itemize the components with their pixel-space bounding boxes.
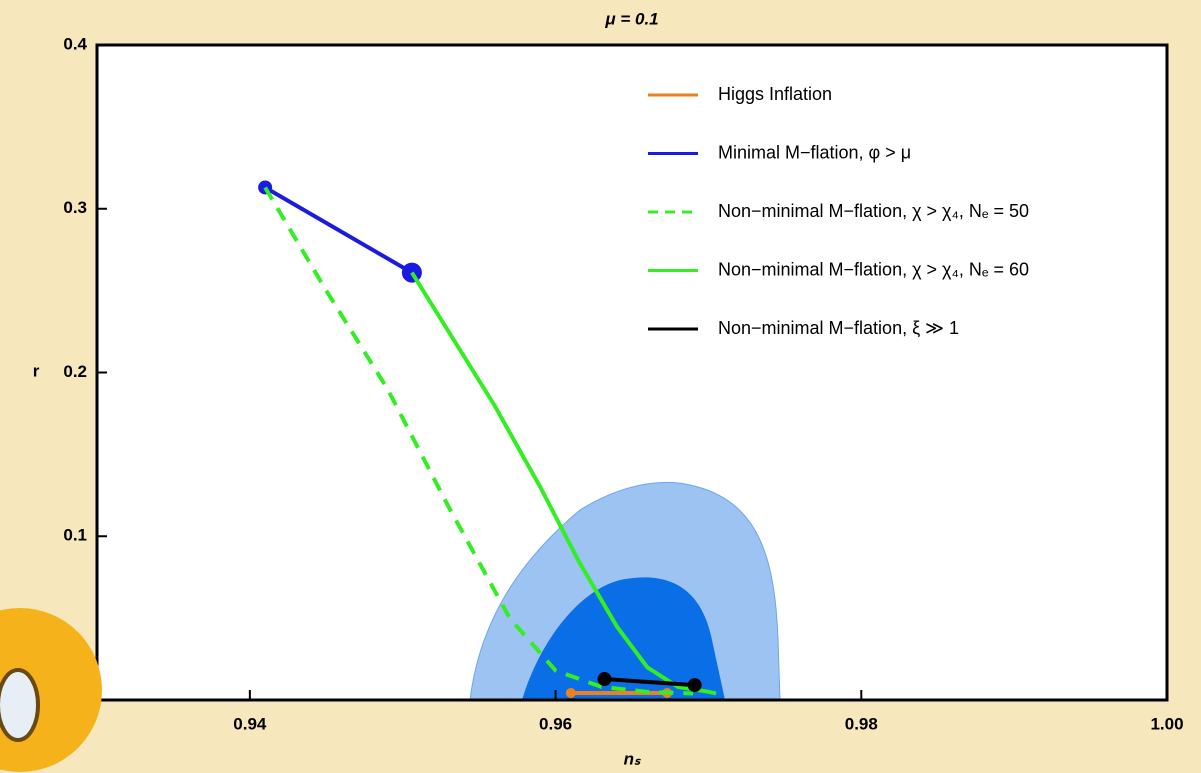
y-tick-label: 0.1 — [63, 526, 87, 545]
emoji-eye — [0, 668, 40, 742]
legend-label: Non−minimal M−flation, χ > χ₄, Nₑ = 50 — [718, 201, 1029, 221]
series-marker — [597, 672, 612, 687]
x-tick-label: 0.94 — [233, 714, 267, 733]
x-axis-label: nₛ — [624, 749, 641, 768]
legend-label: Minimal M−flation, φ > μ — [718, 142, 911, 162]
legend-label: Non−minimal M−flation, χ > χ₄, Nₑ = 60 — [718, 259, 1029, 279]
y-tick-label: 0.3 — [63, 198, 87, 217]
series-marker — [687, 678, 702, 693]
legend-label: Non−minimal M−flation, ξ ≫ 1 — [718, 318, 959, 338]
emoji — [0, 608, 102, 772]
x-tick-label: 0.98 — [845, 714, 878, 733]
y-tick-label: 0.4 — [63, 34, 87, 53]
series-marker — [565, 687, 576, 698]
series-line — [264, 185, 413, 275]
x-tick-label: 1.00 — [1150, 714, 1183, 733]
y-axis-label: r — [33, 361, 40, 380]
series-line — [604, 677, 695, 688]
y-tick-label: 0.2 — [63, 362, 87, 381]
chart-title: μ = 0.1 — [604, 9, 658, 28]
plot-marks — [258, 180, 717, 698]
legend-label: Higgs Inflation — [718, 84, 832, 104]
x-tick-label: 0.96 — [539, 714, 572, 733]
